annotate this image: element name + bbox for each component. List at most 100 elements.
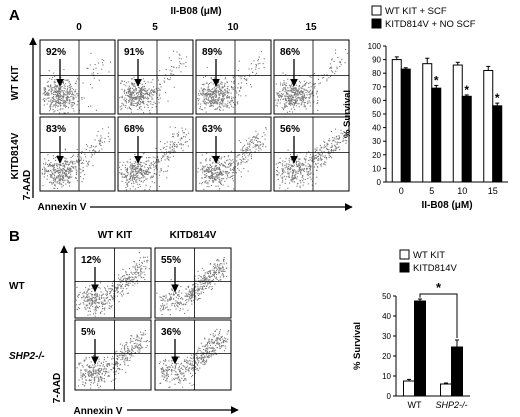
panel-b-col-label-kitd: KITD814V: [170, 230, 217, 241]
live-cell-percent: 12%: [81, 255, 101, 266]
flow-plot-b-r1-c0: 5%: [74, 319, 152, 391]
live-cell-percent: 83%: [46, 124, 66, 135]
panel-b-col-label-wt: WT KIT: [98, 230, 132, 241]
x-tick-label: 0: [399, 186, 404, 196]
y-tick-label: 30: [372, 137, 381, 146]
x-tick-label: WT: [408, 400, 422, 410]
significance-star: *: [495, 91, 500, 105]
panel-a-letter: A: [9, 7, 20, 24]
y-tick-label: 50: [382, 292, 391, 301]
flow-plot-dots: [119, 126, 191, 191]
flow-plot-a-r0-c1: 91%: [117, 39, 194, 115]
legend-swatch-0: [371, 5, 382, 16]
bar-1-1: [431, 87, 442, 183]
flow-plot-frame: [117, 39, 194, 115]
flow-plot-frame: [273, 116, 350, 192]
flow-plot-dots: [158, 328, 230, 388]
y-tick-label: 100: [368, 42, 382, 51]
bar-1-2: [461, 95, 472, 183]
legend-label-0: WT KIT + SCF: [385, 6, 447, 17]
y-tick-label: 10: [382, 372, 391, 381]
flow-plot-a-r1-c1: 68%: [117, 116, 194, 192]
flow-plot-b-r0-c1: 55%: [154, 247, 232, 319]
panel-a-dose-5: 5: [152, 22, 158, 33]
bar-0-1: [440, 383, 452, 397]
flow-plot-dots: [119, 50, 187, 114]
panel-b-survival-chart: 0 10 20 30 40 50 % Survival WT SHP2-/- WT KIT KITD…: [352, 249, 470, 410]
bar-1-3: [492, 105, 503, 183]
panel-a-flow-plots: 92% 91% 89% 86% 83% 68% 63% 56%: [39, 39, 350, 192]
flow-plot-a-r0-c0: 92%: [39, 39, 116, 115]
flow-plot-frame: [74, 319, 152, 391]
legend-swatch-0: [399, 249, 410, 260]
panel-a-row-label-kitd: KITD814V: [10, 132, 21, 179]
legend-swatch-1: [399, 262, 410, 273]
live-cell-percent: 89%: [202, 47, 222, 58]
live-cell-percent: 36%: [161, 327, 181, 338]
flow-plot-a-r1-c0: 83%: [39, 116, 116, 192]
flow-plot-a-r0-c3: 86%: [273, 39, 350, 115]
legend-swatch-1: [371, 18, 382, 29]
y-axis-title: % Survival: [352, 322, 363, 370]
flow-plot-b-r0-c0: 12%: [74, 247, 152, 319]
bar-1-1: [451, 346, 463, 397]
flow-plot-b-r1-c1: 36%: [154, 319, 232, 391]
panel-a-title: II-B08 (μM): [170, 6, 221, 17]
significance-star: *: [464, 83, 469, 97]
y-tick-label: 0: [387, 392, 392, 401]
flow-plot-a-r1-c3: 56%: [273, 116, 350, 192]
y-tick-label: 50: [372, 110, 381, 119]
flow-plot-dots: [41, 126, 111, 189]
x-tick-label: 15: [488, 186, 498, 196]
x-tick-label: SHP2-/-: [435, 400, 467, 410]
panel-a-dose-10: 10: [227, 22, 239, 33]
y-tick-label: 40: [382, 312, 391, 321]
panel-a-dose-0: 0: [76, 22, 82, 33]
y-tick-label: 40: [372, 124, 381, 133]
live-cell-percent: 68%: [124, 124, 144, 135]
legend-label-0: WT KIT: [413, 250, 445, 261]
bar-0-0: [391, 59, 402, 183]
y-tick-label: 10: [372, 164, 381, 173]
legend-label-1: KITD814V: [413, 263, 457, 274]
flow-plot-a-r0-c2: 89%: [195, 39, 272, 115]
x-tick-label: 5: [429, 186, 434, 196]
flow-plot-a-r1-c2: 63%: [195, 116, 272, 192]
y-tick-label: 30: [382, 332, 391, 341]
panel-a-dose-15: 15: [305, 22, 317, 33]
live-cell-percent: 86%: [280, 47, 300, 58]
panel-a-y-axis-label: 7-AAD: [22, 170, 33, 201]
y-tick-label: 90: [372, 56, 381, 65]
live-cell-percent: 56%: [280, 124, 300, 135]
significance-star: *: [434, 73, 439, 87]
panel-a-x-axis-label: Annexin V: [38, 202, 87, 213]
y-tick-label: 20: [382, 352, 391, 361]
panel-a-survival-chart: 0 10 20 30 40 50 60 70 80 90 100 % Survival 0 5 10 15 II…: [342, 5, 508, 211]
bar-1-0: [400, 68, 411, 183]
y-tick-label: 70: [372, 83, 381, 92]
bar-0-2: [452, 64, 463, 183]
flow-plot-dots: [197, 51, 265, 113]
significance-star: *: [436, 280, 442, 295]
y-tick-label: 0: [377, 178, 382, 187]
flow-plot-dots: [156, 257, 228, 318]
significance-bracket: [419, 293, 458, 338]
flow-plot-dots: [197, 127, 267, 191]
panel-b-letter: B: [9, 228, 20, 245]
bar-1-0: [414, 300, 426, 397]
panel-b-flow-plots: 12% 55% 5% 36%: [74, 247, 232, 391]
panel-a-row-label-wt: WT KIT: [10, 66, 21, 100]
flow-plot-frame: [195, 116, 272, 192]
y-tick-label: 60: [372, 96, 381, 105]
y-tick-label: 20: [372, 151, 381, 160]
live-cell-percent: 63%: [202, 124, 222, 135]
legend-label-1: KITD814V + NO SCF: [385, 19, 476, 30]
panel-b-x-axis-label: Annexin V: [74, 406, 123, 417]
bar-0-3: [483, 69, 494, 183]
flow-plot-dots: [275, 49, 348, 113]
y-tick-label: 80: [372, 69, 381, 78]
bar-0-1: [422, 63, 433, 183]
panel-b-row-label-shp2: SHP2-/-: [9, 351, 45, 362]
live-cell-percent: 5%: [81, 327, 96, 338]
